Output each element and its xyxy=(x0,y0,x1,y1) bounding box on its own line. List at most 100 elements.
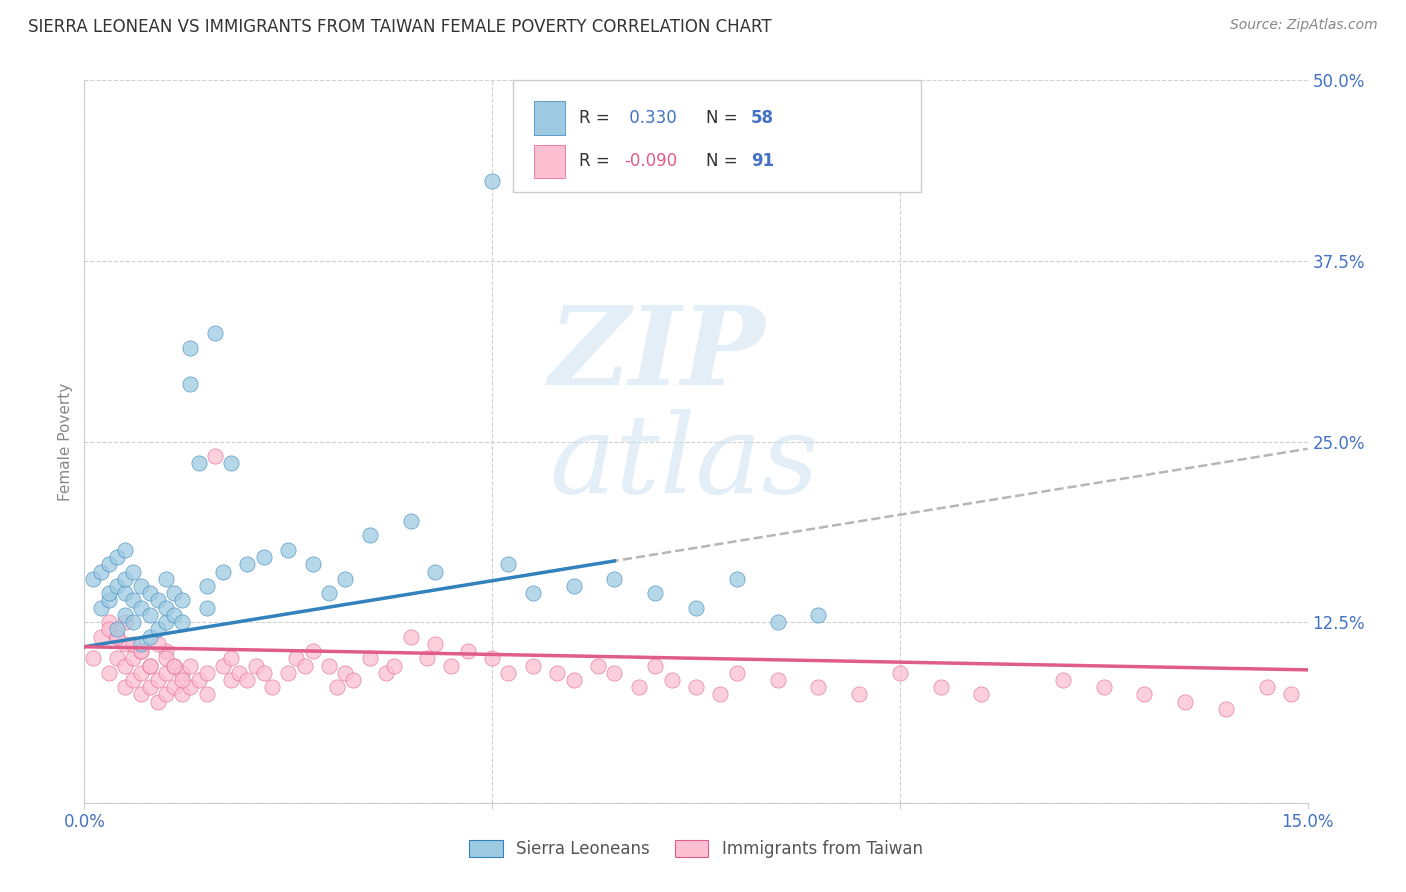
Point xyxy=(399,630,422,644)
Point xyxy=(627,680,650,694)
Text: 0.330: 0.330 xyxy=(624,109,678,127)
Point xyxy=(335,572,357,586)
Point xyxy=(138,607,160,622)
Point xyxy=(929,680,952,694)
Point xyxy=(277,542,299,557)
Point xyxy=(131,665,153,680)
Point xyxy=(522,658,544,673)
Text: ZIP: ZIP xyxy=(550,301,766,409)
Point xyxy=(236,558,259,572)
Point xyxy=(644,586,666,600)
Point xyxy=(155,615,177,630)
Point xyxy=(163,658,186,673)
Point xyxy=(359,651,381,665)
Point xyxy=(285,651,308,665)
Point xyxy=(105,651,128,665)
Point xyxy=(212,565,235,579)
Point xyxy=(661,673,683,687)
Point xyxy=(219,456,242,470)
Point xyxy=(1256,680,1278,694)
Point xyxy=(187,673,209,687)
Point xyxy=(90,565,112,579)
Text: Source: ZipAtlas.com: Source: ZipAtlas.com xyxy=(1230,18,1378,32)
Point xyxy=(725,572,748,586)
Point xyxy=(179,680,201,694)
Point xyxy=(163,607,186,622)
Point xyxy=(318,658,340,673)
Point xyxy=(253,665,276,680)
Point xyxy=(204,449,226,463)
Legend: Sierra Leoneans, Immigrants from Taiwan: Sierra Leoneans, Immigrants from Taiwan xyxy=(461,832,931,867)
Point xyxy=(122,593,145,607)
Point xyxy=(725,665,748,680)
Point xyxy=(586,658,609,673)
Point xyxy=(399,514,422,528)
Point xyxy=(481,174,503,188)
Point xyxy=(172,665,194,680)
Point xyxy=(146,623,169,637)
Point xyxy=(97,586,120,600)
Point xyxy=(498,558,520,572)
Point xyxy=(498,665,520,680)
Text: N =: N = xyxy=(706,109,742,127)
Point xyxy=(562,673,585,687)
Point xyxy=(97,623,120,637)
Point xyxy=(131,579,153,593)
Point xyxy=(253,550,276,565)
Point xyxy=(105,579,128,593)
Point xyxy=(219,651,242,665)
Point xyxy=(163,658,186,673)
Point xyxy=(122,565,145,579)
Point xyxy=(1279,687,1302,701)
Point xyxy=(97,593,120,607)
Point xyxy=(114,637,136,651)
Point xyxy=(155,644,177,658)
Point xyxy=(114,542,136,557)
Point xyxy=(138,680,160,694)
Point xyxy=(172,673,194,687)
Point xyxy=(195,579,218,593)
Point xyxy=(114,572,136,586)
Point xyxy=(105,550,128,565)
Point xyxy=(122,615,145,630)
Point xyxy=(155,572,177,586)
Point xyxy=(138,586,160,600)
Point xyxy=(440,658,463,673)
Point xyxy=(807,680,830,694)
Point xyxy=(172,615,194,630)
Point xyxy=(709,687,731,701)
Point xyxy=(603,665,626,680)
Text: R =: R = xyxy=(579,109,616,127)
Point xyxy=(179,341,201,355)
Text: SIERRA LEONEAN VS IMMIGRANTS FROM TAIWAN FEMALE POVERTY CORRELATION CHART: SIERRA LEONEAN VS IMMIGRANTS FROM TAIWAN… xyxy=(28,18,772,36)
Point xyxy=(179,376,201,391)
Point xyxy=(970,687,993,701)
Point xyxy=(481,651,503,665)
Point xyxy=(105,630,128,644)
Text: N =: N = xyxy=(706,153,742,170)
Point xyxy=(114,658,136,673)
Point xyxy=(318,586,340,600)
Point xyxy=(546,665,568,680)
Point xyxy=(122,651,145,665)
Point xyxy=(1092,680,1115,694)
Text: 58: 58 xyxy=(751,109,773,127)
Point xyxy=(1133,687,1156,701)
Point xyxy=(155,600,177,615)
Point xyxy=(562,579,585,593)
Point xyxy=(131,600,153,615)
Point xyxy=(375,665,398,680)
Point xyxy=(155,665,177,680)
Point xyxy=(301,558,323,572)
Point xyxy=(114,680,136,694)
Point xyxy=(889,665,911,680)
Point xyxy=(97,558,120,572)
Point xyxy=(105,623,128,637)
Point xyxy=(114,607,136,622)
Point xyxy=(326,680,349,694)
Point xyxy=(172,687,194,701)
Text: R =: R = xyxy=(579,153,616,170)
Text: atlas: atlas xyxy=(550,409,818,517)
Point xyxy=(848,687,870,701)
Point xyxy=(114,615,136,630)
